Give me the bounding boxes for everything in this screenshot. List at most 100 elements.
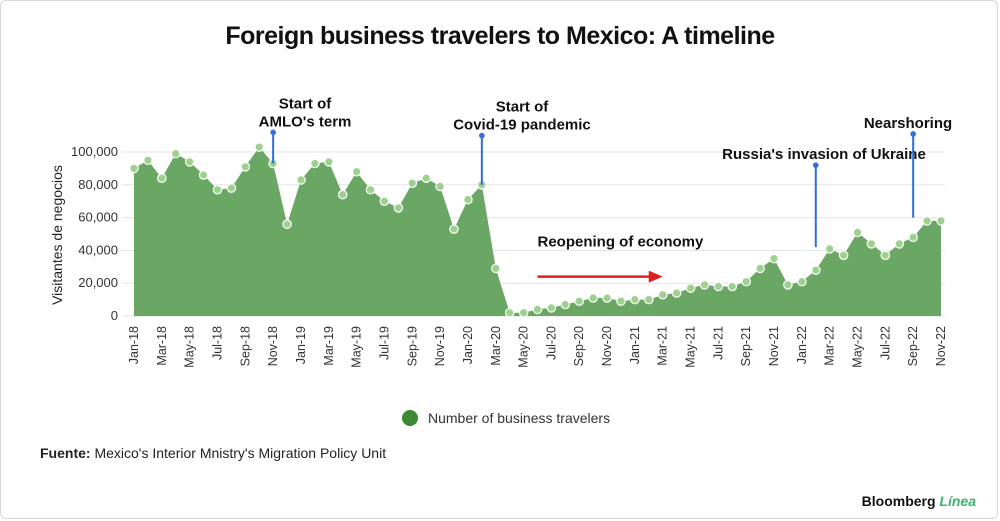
- x-tick-label: Mar-20: [489, 326, 503, 366]
- x-tick-label: Mar-18: [155, 326, 169, 366]
- annotation-label: Start of: [496, 99, 550, 116]
- data-point: [866, 239, 877, 249]
- data-point: [296, 175, 306, 185]
- data-point: [282, 219, 292, 229]
- data-point: [852, 227, 863, 238]
- data-point: [824, 244, 835, 254]
- data-point: [741, 276, 751, 287]
- annotation-label: AMLO's term: [259, 113, 352, 130]
- data-point: [769, 253, 779, 264]
- data-point: [630, 294, 640, 305]
- x-tick-label: Nov-22: [934, 326, 948, 366]
- x-tick-label: Jan-19: [294, 326, 308, 364]
- data-point: [212, 184, 223, 195]
- data-point: [546, 302, 557, 313]
- x-tick-label: Jul-22: [878, 326, 892, 360]
- legend-label: Number of business travelers: [428, 410, 610, 426]
- data-point: [129, 163, 139, 174]
- x-tick-label: Sep-22: [906, 326, 920, 366]
- x-tick-label: Mar-21: [656, 326, 670, 366]
- x-tick-label: May-20: [517, 326, 531, 368]
- data-point: [797, 276, 807, 287]
- data-point: [435, 181, 445, 192]
- data-point: [490, 263, 501, 274]
- brand-accent: Línea: [939, 493, 976, 509]
- x-tick-label: Jul-21: [711, 326, 725, 360]
- x-tick-label: Sep-21: [739, 326, 753, 366]
- x-tick-label: Jul-19: [377, 326, 391, 360]
- data-point: [351, 166, 362, 177]
- data-point: [643, 294, 654, 305]
- x-tick-label: Jul-20: [544, 326, 558, 360]
- data-point: [922, 216, 932, 226]
- data-point: [254, 142, 265, 152]
- data-point: [783, 279, 793, 290]
- x-tick-label: May-18: [183, 326, 197, 368]
- x-tick-label: Jul-18: [211, 326, 225, 360]
- series-area: [134, 147, 941, 316]
- x-tick-label: Nov-19: [433, 326, 447, 366]
- data-point: [407, 178, 418, 188]
- data-point: [240, 162, 251, 172]
- data-point: [880, 250, 891, 261]
- data-point: [449, 224, 459, 234]
- data-point: [810, 265, 821, 275]
- legend-marker: [402, 410, 418, 426]
- x-tick-label: Sep-18: [238, 326, 252, 366]
- data-point: [143, 155, 153, 165]
- annotation-pin-dot: [812, 162, 819, 168]
- data-point: [616, 296, 626, 306]
- data-point: [310, 158, 320, 169]
- data-point: [421, 173, 431, 183]
- y-tick-label: 80,000: [78, 177, 118, 192]
- legend: Number of business travelers: [402, 410, 610, 426]
- annotation-pin-dot: [270, 129, 276, 136]
- y-tick-label: 0: [111, 308, 118, 323]
- annotation-label: Nearshoring: [864, 115, 952, 132]
- data-point: [393, 203, 404, 213]
- data-point: [713, 281, 724, 292]
- x-tick-label: May-19: [350, 326, 364, 368]
- x-tick-label: Jan-21: [628, 326, 642, 364]
- data-point: [894, 239, 905, 249]
- series-points: [129, 142, 946, 318]
- data-point: [518, 307, 529, 318]
- y-axis-label: Visitantes de negocios: [49, 165, 65, 305]
- chart-title: Foreign business travelers to Mexico: A …: [225, 22, 775, 50]
- x-tick-label: Nov-20: [600, 326, 614, 366]
- data-point: [337, 189, 348, 200]
- x-tick-label: Nov-21: [767, 326, 781, 366]
- data-point: [727, 281, 738, 292]
- data-point: [671, 288, 682, 298]
- y-tick-label: 40,000: [78, 242, 118, 257]
- x-tick-label: Sep-20: [572, 326, 586, 366]
- x-tick-label: Sep-19: [405, 326, 419, 366]
- x-tick-label: May-22: [851, 326, 865, 368]
- data-point: [463, 194, 473, 205]
- y-tick-label: 20,000: [78, 275, 118, 290]
- data-point: [588, 293, 598, 303]
- data-point: [908, 232, 918, 243]
- x-tick-label: Mar-19: [322, 326, 336, 366]
- source-note: Fuente: Mexico's Interior Mnistry's Migr…: [40, 445, 386, 461]
- data-point: [602, 293, 612, 303]
- x-tick-label: Jan-18: [127, 326, 141, 364]
- data-point: [184, 157, 195, 167]
- annotation-label: Start of: [279, 95, 333, 112]
- source-label: Fuente:: [40, 445, 91, 461]
- data-point: [170, 148, 181, 159]
- data-point: [574, 296, 584, 306]
- data-point: [936, 216, 946, 226]
- annotation-label: Russia's invasion of Ukraine: [722, 146, 926, 163]
- data-point: [226, 183, 237, 193]
- x-tick-label: Mar-22: [823, 326, 837, 366]
- annotation-pin-dot: [479, 132, 485, 139]
- data-point: [838, 250, 849, 261]
- annotation-pin-dot: [910, 131, 916, 137]
- annotation-label: Reopening of economy: [538, 234, 705, 251]
- y-tick-labels: 0 20,000 40,000 60,000 80,000 100,000: [71, 144, 118, 323]
- annotation-arrow-head: [648, 270, 663, 283]
- y-tick-label: 60,000: [78, 210, 118, 225]
